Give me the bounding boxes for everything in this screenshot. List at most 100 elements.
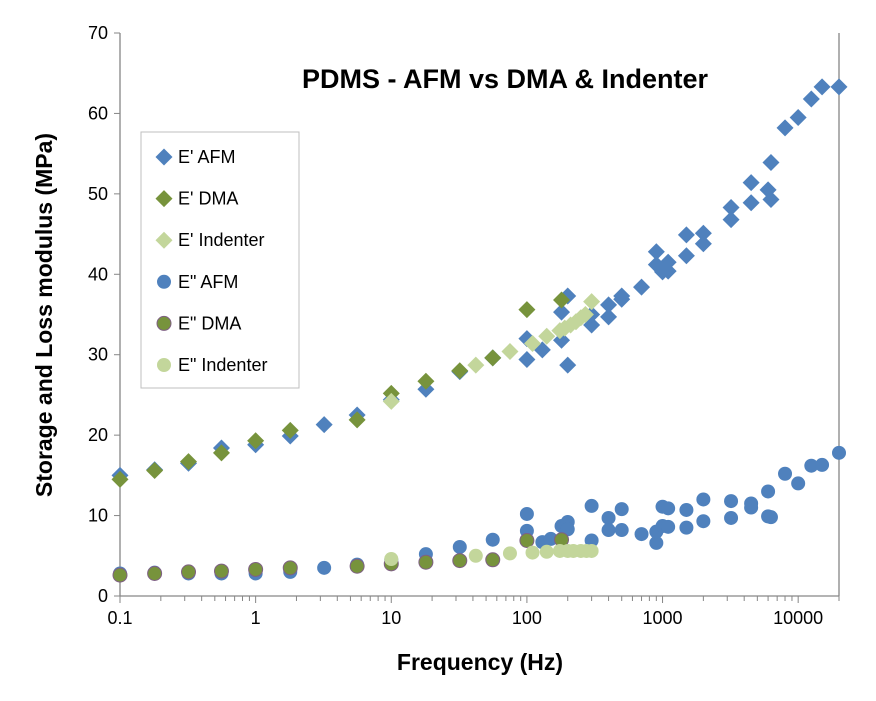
legend-label: E" DMA <box>178 313 241 333</box>
data-point <box>315 416 333 434</box>
data-point <box>694 235 712 253</box>
data-point <box>679 502 694 517</box>
y-tick-label: 40 <box>88 264 108 284</box>
data-point <box>696 492 711 507</box>
data-point <box>634 527 649 542</box>
data-point <box>147 565 163 581</box>
data-point <box>576 306 594 323</box>
data-point <box>525 545 540 560</box>
data-point <box>452 553 468 569</box>
legend-marker <box>156 315 172 331</box>
data-point <box>502 546 517 561</box>
y-tick-label: 70 <box>88 23 108 43</box>
y-axis-label: Storage and Loss modulus (MPa) <box>31 133 57 497</box>
data-point <box>583 293 601 311</box>
data-point <box>649 535 664 550</box>
data-point <box>501 342 519 360</box>
data-point <box>553 291 571 309</box>
chart-title: PDMS - AFM vs DMA & Indenter <box>302 64 709 94</box>
y-tick-label: 0 <box>98 586 108 606</box>
series-2 <box>382 293 601 410</box>
series-4 <box>112 532 570 583</box>
data-point <box>776 119 794 137</box>
data-point <box>722 199 740 217</box>
data-point <box>180 453 198 471</box>
data-point <box>791 476 806 491</box>
data-point <box>384 552 399 567</box>
legend-marker <box>157 274 171 289</box>
x-tick-label: 10000 <box>773 608 823 628</box>
x-tick-label: 10 <box>381 608 401 628</box>
y-tick-label: 30 <box>88 345 108 365</box>
data-point <box>584 533 599 548</box>
data-point <box>613 287 631 305</box>
data-point <box>601 523 616 538</box>
data-point <box>724 510 739 525</box>
data-point <box>282 560 298 576</box>
y-tick-label: 10 <box>88 506 108 526</box>
data-point <box>762 153 780 171</box>
legend: E' AFM E' DMA E' Indenter E" AFM E" DMA E" In… <box>140 131 300 389</box>
data-point <box>467 356 485 374</box>
data-point <box>281 421 299 439</box>
data-point <box>212 444 230 462</box>
data-point <box>349 558 365 574</box>
data-point <box>804 458 819 473</box>
data-point <box>146 462 164 480</box>
data-point <box>485 552 501 568</box>
data-point <box>601 510 616 525</box>
data-point <box>452 539 467 554</box>
data-point <box>518 351 536 369</box>
data-point <box>348 411 366 429</box>
data-point <box>815 457 830 472</box>
data-point <box>418 554 434 570</box>
legend-marker <box>155 190 173 208</box>
data-point <box>763 510 778 525</box>
data-point <box>832 445 846 460</box>
data-point <box>677 247 695 265</box>
data-point <box>600 308 618 326</box>
legend-marker <box>155 231 173 249</box>
data-point <box>600 296 618 314</box>
data-point <box>659 262 677 280</box>
data-point <box>543 531 558 546</box>
x-tick-label: 1 <box>251 608 261 628</box>
data-point <box>539 544 554 559</box>
data-point <box>802 90 820 108</box>
data-point <box>468 548 483 563</box>
legend-label: E' AFM <box>178 147 235 167</box>
data-point <box>213 563 229 579</box>
data-point <box>694 224 712 242</box>
data-point <box>247 432 265 450</box>
data-point <box>830 78 848 96</box>
data-point <box>813 78 831 96</box>
data-point <box>659 253 677 271</box>
data-point <box>633 278 651 296</box>
legend-marker <box>157 358 171 372</box>
data-point <box>451 362 469 380</box>
data-point <box>761 484 776 499</box>
data-point <box>584 543 599 558</box>
data-point <box>778 466 793 481</box>
legend-box <box>140 131 300 389</box>
data-point <box>484 349 502 367</box>
data-point <box>519 506 534 521</box>
data-point <box>538 327 556 345</box>
data-point <box>722 211 740 229</box>
data-point <box>679 520 694 535</box>
data-point <box>614 523 629 538</box>
y-tick-label: 60 <box>88 103 108 123</box>
x-tick-label: 100 <box>512 608 542 628</box>
data-point <box>661 519 676 534</box>
data-point <box>559 356 577 374</box>
data-point <box>553 303 571 321</box>
data-point <box>661 501 676 516</box>
legend-label: E' Indenter <box>178 230 265 250</box>
data-point <box>112 567 128 583</box>
y-tick-label: 20 <box>88 425 108 445</box>
data-point <box>524 334 542 352</box>
data-point <box>181 564 197 580</box>
data-point <box>614 502 629 517</box>
data-point <box>317 560 332 575</box>
